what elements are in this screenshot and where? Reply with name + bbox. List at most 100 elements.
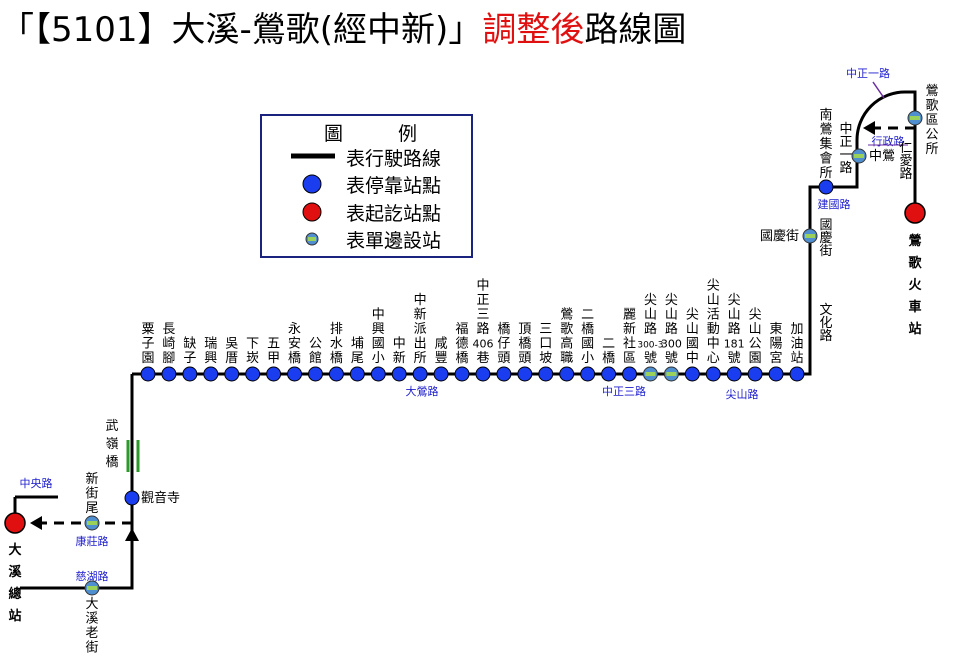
stop-marker [412,366,428,382]
stop-marker [726,366,742,382]
road-label-renai: 仁愛路 [899,141,912,182]
stop-label: 下崁 [246,337,259,367]
stop-marker [601,366,617,382]
road-label-zhongzheng1-top: 中正一路 [846,67,890,80]
stop-marker [203,366,219,382]
legend-heading-left: 圖 [324,123,343,145]
stop-marker [580,366,596,382]
road-label-zhongzheng3: 中正三路 [602,385,646,398]
stop-marker-core [645,372,656,376]
stop-marker [768,366,784,382]
arrow-up-icon [125,528,139,541]
stop-marker-guoqing-core [805,234,815,238]
road-label-dayin: 大鶯路 [406,384,439,398]
stop-label: 永安橋 [288,322,301,366]
road-label-wenhua: 文化路 [819,303,832,344]
stop-marker [517,366,533,382]
stop-label-guoqing: 國慶街 [760,229,799,244]
stop-marker [433,366,449,382]
stop-marker [789,366,805,382]
stop-marker [266,366,282,382]
stop-marker [140,366,156,382]
stop-marker [182,366,198,382]
stop-label: 排水橋 [330,322,343,366]
legend-box [260,114,473,258]
stop-label: 鶯歌高職 [560,308,573,367]
stop-label: 尖山國中 [686,308,699,367]
stop-label-district: 鶯歌區公所 [925,84,938,157]
dashed-segments [38,126,915,525]
side-features: 大鶯路 中正三路 尖山路文化路國慶街建國路中正一路中正一路行政路仁愛路中央路康莊路慈… [4,67,939,656]
stop-label: 尖山活動中心 [707,279,720,367]
stop-marker [684,366,700,382]
legend-item-oneside: 表單邊設站 [346,230,441,252]
title-prefix: 「【5101】大溪-鶯歌(經中新)」 [0,10,483,50]
terminal-right-label: 鶯歌火車站 [908,233,922,337]
main-stops [140,366,805,382]
stop-marker [370,366,386,382]
stop-marker [559,366,575,382]
road-label-jianshan: 尖山路 [726,388,759,401]
title-highlight: 調整後 [482,10,585,50]
road-label-cihu: 慈湖路 [76,569,109,583]
stop-marker [496,366,512,382]
stop-marker [224,366,240,382]
stop-label-zhongying: 中鶯 [869,149,895,164]
stop-label: 中新 [393,337,406,367]
arrow-left-icon [30,516,42,530]
stop-label: 五甲 [267,337,280,367]
stop-label-guanyin: 觀音寺 [141,490,180,506]
legend-item-terminal: 表起訖站點 [346,203,441,225]
stop-marker [705,366,721,382]
stop-label: 中新派出所 [414,293,427,366]
stop-label: 尖山公園 [749,308,762,367]
stop-label: 咸豐 [435,337,448,367]
stop-label-daxi-old: 大溪老街 [85,597,98,656]
stop-labels: 粟子園長崎腳缺子瑞興吳厝下崁五甲永安橋公館排水橋埔尾中興國小中新中新派出所咸豐福… [141,279,803,367]
stop-label: 埔尾 [351,337,364,367]
stop-marker [622,366,638,382]
stop-marker-core [666,372,677,376]
stop-label: 東陽宮 [770,321,783,366]
road-label-zhongzheng1-v: 中正一路 [839,122,852,176]
legend-item-route: 表行駛路線 [346,148,441,170]
title-suffix: 路線圖 [584,10,687,50]
road-label-zhongyang: 中央路 [20,477,53,490]
stop-label: 瑞興 [204,337,217,367]
stop-marker [328,366,344,382]
road-label-guoqing: 國慶街 [819,218,832,259]
stop-marker [349,366,365,382]
stop-marker-nanying [818,179,834,195]
stop-label: 三口坡 [539,322,552,366]
stop-label: 中正三路 406 巷 [472,279,493,367]
leader-line [872,81,885,99]
road-label-jianguo: 建國路 [818,197,851,211]
legend-item-stop: 表停靠站點 [346,175,441,197]
west-leg-line [100,374,134,590]
stop-label: 二橋國小 [581,308,594,367]
stop-label-nanying: 南鶯集會所 [819,107,832,181]
terminal-left-label: 大溪總站 [8,542,22,624]
stop-label: 缺子 [183,337,196,367]
legend: 圖 例 表行駛路線 表停靠站點 表起訖站點 表單邊設站 [260,114,473,258]
terminal-right-marker [904,202,926,224]
stop-marker [307,366,323,382]
stop-label: 吳厝 [225,337,238,367]
stop-label: 加油站 [790,322,803,366]
legend-oneside-core [308,237,316,241]
stop-label: 長崎腳 [162,322,175,366]
stop-marker [454,366,470,382]
stop-marker [287,366,303,382]
stop-label: 麗新社區 [623,308,636,367]
stop-label: 尖山路 300 號 [661,293,682,366]
stop-label: 尖山路 181 號 [724,293,745,366]
stop-marker [475,366,491,382]
stop-label: 公館 [309,337,322,367]
stop-label: 頂橋頭 [518,322,531,366]
stop-label: 福德橋 [456,322,469,366]
legend-stop-icon [302,174,322,194]
arrow-left-icon-2 [863,121,875,135]
stop-marker-daxi-old-core [87,586,97,590]
stop-marker [538,366,554,382]
